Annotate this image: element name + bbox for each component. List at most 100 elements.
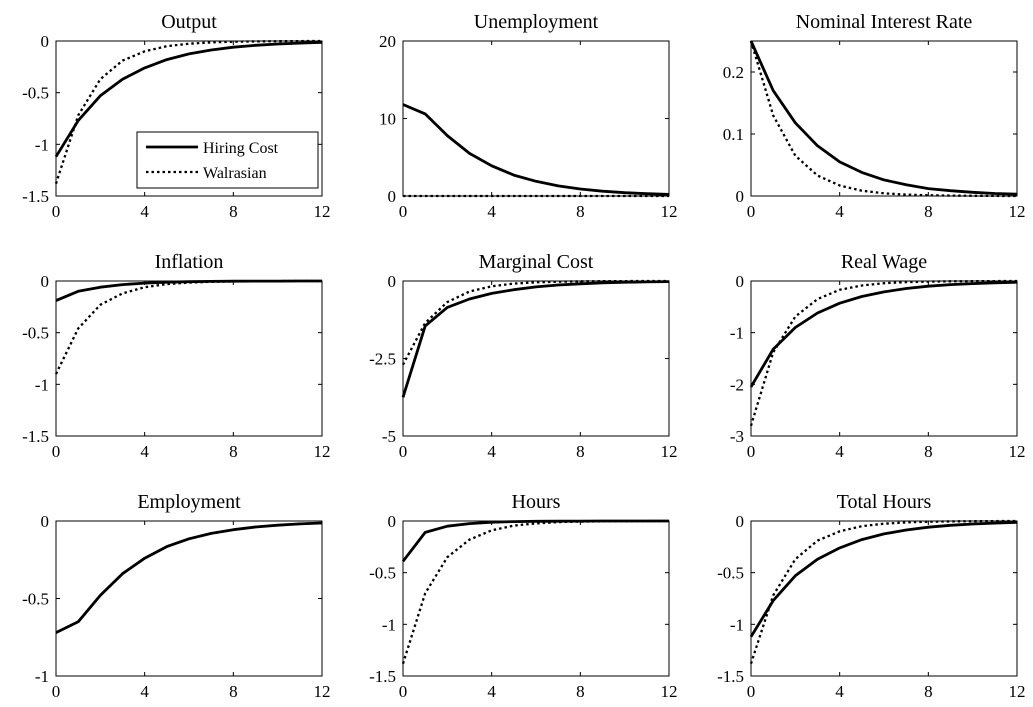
panel: Nominal Interest Rate 0 4 8 12 0.2 0.1 0 (723, 11, 1026, 221)
panel-title: Nominal Interest Rate (796, 11, 973, 33)
legend-label: Hiring Cost (203, 140, 279, 157)
x-tick-label: 8 (576, 202, 585, 221)
y-tick-label: 20 (379, 32, 396, 51)
panel: Output 0 4 8 12 0 -0.5 -1 -1.5 (22, 11, 330, 221)
x-tick-label: 0 (52, 202, 61, 221)
panel-title: Employment (137, 491, 241, 513)
y-tick-label: -1 (35, 375, 49, 394)
x-tick-label: 0 (747, 202, 756, 221)
axes-box (750, 280, 1018, 437)
panel: Total Hours 0 4 8 12 0 -0.5 -1 -1.5 (717, 491, 1025, 701)
x-tick-label: 8 (229, 442, 238, 461)
x-tick-label: 0 (399, 442, 408, 461)
x-tick-label: 8 (229, 202, 238, 221)
y-tick-label: 0 (736, 187, 745, 206)
series-line (401, 280, 670, 398)
panel: Hours 0 4 8 12 0 -0.5 -1 -1.5 (369, 491, 677, 701)
x-tick-label: 8 (924, 442, 933, 461)
panel: Inflation 0 4 8 12 0 -0.5 -1 -1.5 (22, 251, 330, 461)
y-tick-label: 0 (388, 512, 397, 531)
x-tick-label: 12 (1009, 202, 1026, 221)
y-tick-label: -0.5 (717, 564, 744, 583)
panel-title: Total Hours (837, 491, 932, 513)
x-tick-label: 4 (835, 442, 844, 461)
y-tick-label: -2 (730, 375, 744, 394)
y-tick-label: 0.2 (723, 63, 744, 82)
panel-title: Output (161, 11, 217, 33)
panel-title: Unemployment (474, 11, 599, 33)
legend-label: Walrasian (203, 165, 267, 182)
panel-title: Marginal Cost (479, 251, 594, 273)
y-tick-label: -0.5 (22, 324, 49, 343)
series-line (402, 103, 670, 196)
x-tick-label: 4 (140, 442, 149, 461)
y-tick-label: -1.5 (22, 187, 49, 206)
x-tick-label: 8 (229, 682, 238, 701)
y-tick-label: -0.5 (22, 590, 49, 609)
x-tick-label: 4 (835, 682, 844, 701)
y-tick-label: 0 (736, 272, 745, 291)
y-tick-label: 0.1 (723, 125, 744, 144)
y-tick-label: -0.5 (369, 564, 396, 583)
series-line (55, 521, 323, 634)
x-tick-label: 4 (487, 682, 496, 701)
x-tick-label: 0 (747, 442, 756, 461)
series-line (749, 521, 1018, 638)
y-tick-label: -1 (730, 324, 744, 343)
x-tick-label: 4 (487, 202, 496, 221)
x-tick-label: 8 (576, 442, 585, 461)
panel-title: Hours (512, 491, 561, 513)
panel: Employment 0 4 8 12 0 -0.5 -1 (22, 491, 330, 701)
x-tick-label: 12 (314, 442, 331, 461)
panel-title: Inflation (155, 251, 224, 273)
x-tick-label: 4 (140, 202, 149, 221)
axes-box (750, 40, 1018, 197)
y-tick-label: 0 (388, 187, 397, 206)
x-tick-label: 8 (576, 682, 585, 701)
x-tick-label: 0 (399, 202, 408, 221)
panel-title: Real Wage (841, 251, 927, 273)
y-tick-label: -1.5 (369, 667, 396, 686)
y-tick-label: 0 (388, 272, 397, 291)
y-tick-label: -1 (35, 135, 49, 154)
x-tick-label: 0 (747, 682, 756, 701)
x-tick-label: 12 (661, 202, 678, 221)
series-line (55, 279, 322, 302)
series-line (401, 519, 670, 664)
panel: Real Wage 0 4 8 12 0 -1 -2 -3 (730, 251, 1026, 461)
axes-box (750, 520, 1018, 677)
y-tick-label: -1 (382, 615, 396, 634)
x-tick-label: 8 (924, 202, 933, 221)
x-tick-label: 12 (1009, 682, 1026, 701)
x-tick-label: 4 (835, 202, 844, 221)
series-line (401, 279, 669, 366)
x-tick-label: 0 (52, 682, 61, 701)
series-line (749, 280, 1018, 388)
panel: Unemployment 0 4 8 12 20 10 0 (379, 11, 678, 221)
x-tick-label: 8 (924, 682, 933, 701)
y-tick-label: 0 (736, 512, 745, 531)
y-tick-label: 0 (41, 272, 50, 291)
x-tick-label: 4 (140, 682, 149, 701)
series-line (54, 41, 323, 158)
axes-box (55, 280, 323, 437)
axes-box (402, 40, 670, 197)
x-tick-label: 12 (314, 682, 331, 701)
axes-box (402, 520, 670, 677)
y-tick-label: -0.5 (22, 84, 49, 103)
x-tick-label: 4 (487, 442, 496, 461)
x-tick-label: 12 (314, 202, 331, 221)
y-tick-label: -5 (382, 427, 396, 446)
x-tick-label: 12 (1009, 442, 1026, 461)
axes-box (402, 280, 670, 437)
y-tick-label: -1.5 (717, 667, 744, 686)
y-tick-label: 0 (41, 32, 50, 51)
x-tick-label: 12 (661, 682, 678, 701)
x-tick-label: 0 (52, 442, 61, 461)
axes-box (55, 40, 323, 197)
x-tick-label: 12 (661, 442, 678, 461)
y-tick-label: -3 (730, 427, 744, 446)
series-line (54, 279, 322, 375)
panel: Marginal Cost 0 4 8 12 0 -2.5 -5 (369, 251, 677, 461)
